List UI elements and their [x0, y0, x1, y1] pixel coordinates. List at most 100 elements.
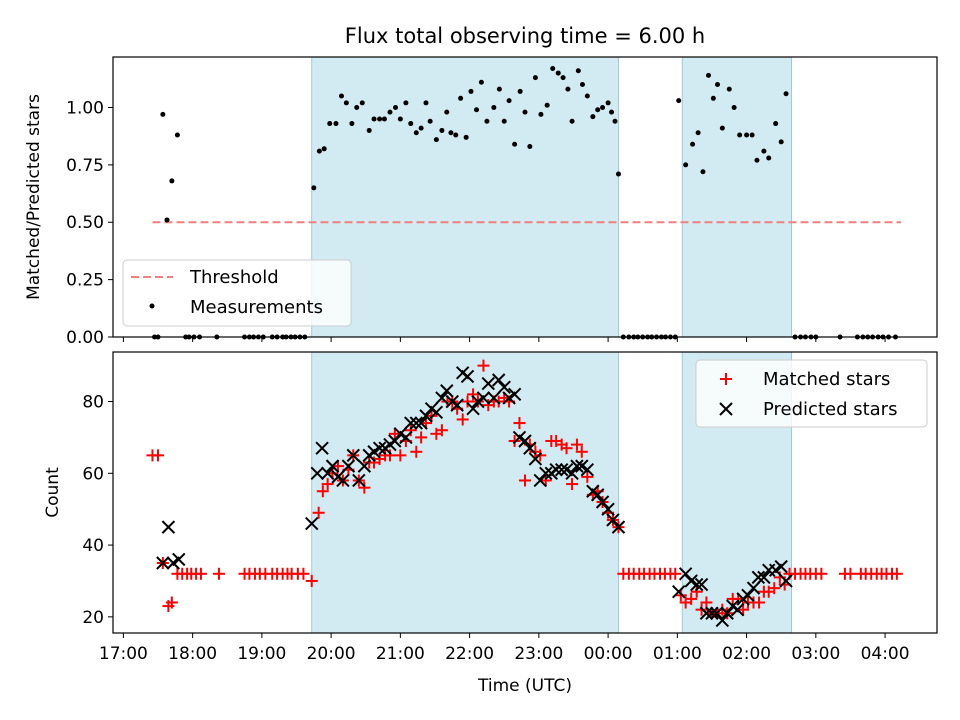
matched-star-point [560, 442, 573, 455]
predicted-star-point [497, 380, 511, 394]
matched-star-point [513, 417, 526, 430]
predicted-star-point [305, 516, 319, 531]
measurement-point [615, 171, 621, 177]
measurement-point [773, 121, 779, 127]
measurement-point [403, 100, 409, 106]
matched-legend-swatch [720, 373, 732, 385]
matched-star-point [685, 592, 698, 605]
predicted-legend-label: Predicted stars [763, 399, 897, 420]
measurement-point [726, 86, 732, 92]
top-shaded-region-0 [311, 56, 619, 338]
matched-star-point [461, 395, 474, 408]
measurement-point [333, 121, 339, 127]
top-shaded-region-1 [681, 56, 792, 338]
x-tick-label: 19:00 [237, 644, 286, 664]
predicted-star-point [460, 369, 475, 384]
top-y-tick-label: 0.00 [66, 328, 104, 348]
measurement-point [565, 86, 571, 92]
measurement-point [463, 134, 469, 140]
predicted-legend-swatch [719, 402, 733, 416]
predicted-star-point [388, 434, 402, 448]
predicted-star-point [533, 473, 547, 488]
matched-star-point [456, 413, 469, 426]
matched-star-point [305, 574, 318, 587]
predicted-star-point [699, 606, 714, 620]
measurement-point [377, 116, 383, 122]
predicted-star-point [346, 448, 360, 463]
predicted-star-point [690, 577, 704, 592]
x-tick-label: 20:00 [307, 644, 356, 664]
measurement-point [397, 116, 403, 122]
predicted-star-point [611, 520, 626, 534]
x-tick-label: 23:00 [514, 644, 563, 664]
top-shaded-regions [311, 56, 792, 338]
bottom-axes-frame [112, 351, 938, 634]
x-tick-label: 22:00 [445, 644, 494, 664]
measurement-point [590, 114, 596, 120]
measurement-point [737, 132, 743, 138]
matched-star-point [768, 582, 781, 595]
predicted-star-point [341, 459, 356, 473]
matched-star-point [674, 589, 687, 602]
measurement-point [778, 139, 784, 145]
predicted-star-point [672, 585, 686, 599]
predicted-star-point [779, 574, 793, 588]
measurement-point [766, 155, 772, 161]
bottom-y-axis-label: Count [43, 467, 63, 518]
x-tick-label: 03:00 [791, 644, 840, 664]
measurement-point [408, 121, 414, 127]
predicted-star-point [746, 581, 761, 595]
predicted-star-point [595, 495, 610, 509]
matched-star-point [410, 445, 423, 458]
measurement-point [444, 109, 450, 115]
measurement-point [695, 130, 701, 136]
measurement-point [371, 116, 377, 122]
predicted-star-point [570, 459, 584, 473]
measurement-point [560, 75, 566, 81]
measurement-point [744, 132, 750, 138]
top-y-ticks: 0.00 0.25 0.50 0.75 1.00 [66, 98, 113, 348]
predicted-star-point [336, 473, 350, 488]
predicted-star-point [481, 376, 496, 391]
x-tick-label: 01:00 [653, 644, 702, 664]
matched-star-point [467, 388, 480, 401]
predicted-star-point [172, 552, 186, 567]
predicted-star-point [352, 473, 366, 488]
measurement-point [439, 127, 445, 133]
matched-legend-label: Matched stars [763, 369, 890, 390]
top-y-tick-label: 0.75 [66, 156, 104, 176]
measurement-point [710, 95, 716, 101]
measurement-point [584, 93, 590, 99]
matched-star-point [383, 449, 396, 462]
x-tick-label: 02:00 [722, 644, 771, 664]
matched-star-point [539, 474, 552, 487]
predicted-star-point [518, 434, 532, 448]
measurement-point [575, 68, 581, 74]
matched-star-point [152, 449, 165, 462]
matched-star-point [737, 603, 750, 616]
predicted-star-point [440, 384, 454, 398]
measurement-point [458, 95, 464, 101]
matched-star-point [477, 359, 490, 372]
top-y-tick-label: 0.25 [66, 271, 104, 291]
measurement-point [339, 93, 345, 99]
predicted-star-point [554, 463, 569, 477]
predicted-star-point [601, 502, 615, 516]
predicted-star-point [466, 401, 480, 416]
matched-star-point [815, 567, 828, 580]
bottom-panel: 20 40 60 80 17:00 18:00 19:00 20:00 21:00 22:00 2… [43, 351, 938, 696]
measurement-point [491, 104, 497, 110]
matched-star-point [690, 585, 703, 598]
x-tick-label: 04:00 [861, 644, 910, 664]
matched-star-point [753, 596, 766, 609]
measurement-point [387, 109, 393, 115]
measurement-point [321, 146, 327, 152]
top-panel: 0.00 0.25 0.50 0.75 1.00 Matched/Predicted s… [24, 56, 938, 348]
matched-star-point [212, 567, 225, 580]
predicted-star-point [404, 416, 418, 430]
bottom-y-ticks: 20 40 60 80 [82, 393, 113, 628]
x-tick-label: 18:00 [168, 644, 217, 664]
bot-y-tick-label: 80 [82, 393, 104, 413]
predicted-star-point [419, 409, 433, 423]
predicted-star-point [476, 391, 491, 405]
